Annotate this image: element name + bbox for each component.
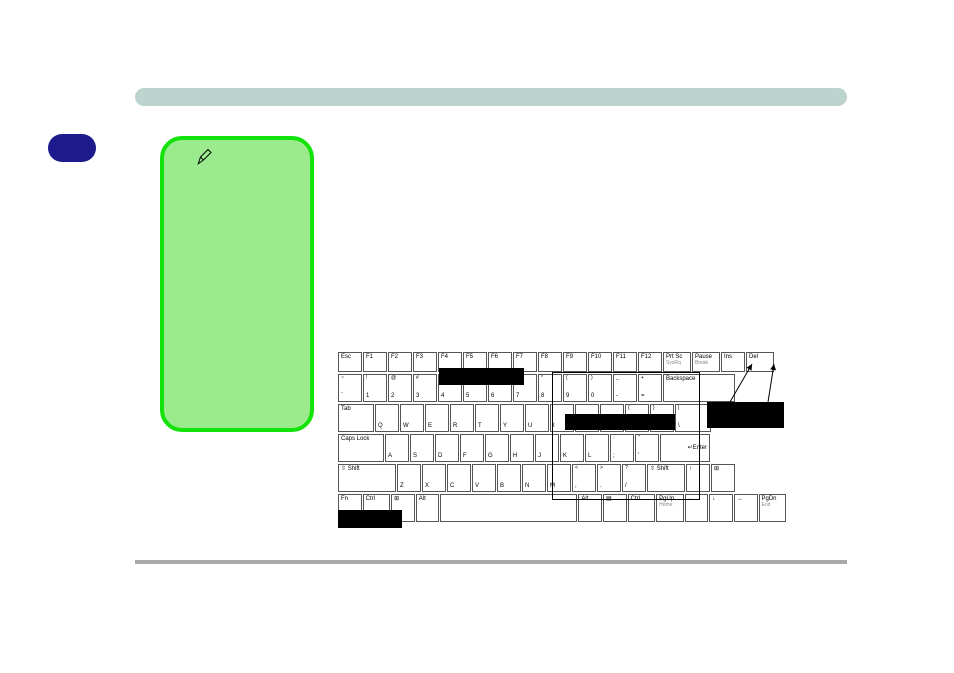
redaction-patch [707,402,784,428]
key: Prt ScSysRq [663,352,691,372]
key: V [472,464,496,492]
key: Caps Lock [338,434,384,462]
pen-icon [196,148,214,166]
key: R [450,404,474,432]
key: F1 [363,352,387,372]
key: Ins [721,352,745,372]
key: Y [500,404,524,432]
key: PgDnEnd [759,494,787,522]
key: F3 [413,352,437,372]
key: F9 [563,352,587,372]
key: D [435,434,459,462]
key: ⊞ [711,464,735,492]
key: ~` [338,374,362,402]
key: B [497,464,521,492]
key: E [425,404,449,432]
key: PauseBreak [692,352,720,372]
key: F8 [538,352,562,372]
key: Tab [338,404,374,432]
key: N [522,464,546,492]
key: T [475,404,499,432]
key: C [447,464,471,492]
key: → [734,494,758,522]
key: F10 [588,352,612,372]
key: @2 [388,374,412,402]
key: Q [375,404,399,432]
redaction-patch [439,368,524,385]
footer-rule [135,560,847,564]
key: S [410,434,434,462]
header-bar [135,88,847,106]
key: F2 [388,352,412,372]
note-callout [160,136,314,432]
key: A [385,434,409,462]
key: #3 [413,374,437,402]
key: Del [746,352,774,372]
key: F [460,434,484,462]
key: W [400,404,424,432]
key: G [485,434,509,462]
key: H [510,434,534,462]
page-badge [48,134,96,162]
key: F11 [613,352,637,372]
redaction-patch [338,510,402,528]
key: X [422,464,446,492]
key: Alt [416,494,440,522]
key: !1 [363,374,387,402]
key: ↓ [709,494,733,522]
key: Esc [338,352,362,372]
key: F12 [638,352,662,372]
redaction-patch [565,414,675,430]
key: ⇧ Shift [338,464,396,492]
numpad-highlight-box [552,372,700,500]
key: Z [397,464,421,492]
key: U [525,404,549,432]
